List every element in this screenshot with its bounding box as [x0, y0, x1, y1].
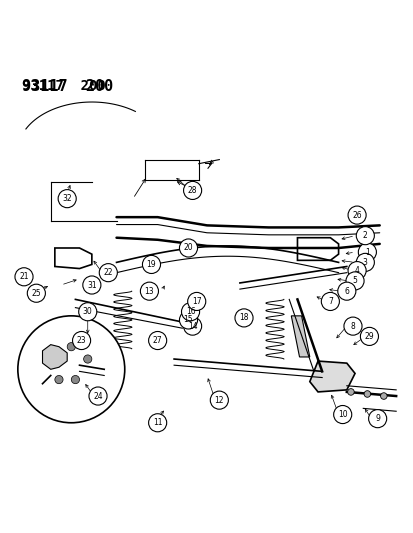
Circle shape	[179, 239, 197, 257]
Text: 2: 2	[362, 231, 367, 240]
Text: 15: 15	[183, 316, 193, 325]
Circle shape	[337, 282, 355, 300]
Text: 26: 26	[351, 211, 361, 220]
Text: 32: 32	[62, 194, 72, 203]
Text: 17: 17	[192, 297, 201, 306]
Circle shape	[181, 303, 199, 321]
Text: 16: 16	[185, 307, 195, 316]
Circle shape	[83, 355, 92, 363]
Circle shape	[347, 389, 354, 395]
Circle shape	[89, 387, 107, 405]
Text: 93117  200: 93117 200	[22, 79, 113, 94]
Text: 6: 6	[344, 287, 349, 296]
Text: 7: 7	[327, 297, 332, 306]
Polygon shape	[291, 316, 309, 357]
Text: 4: 4	[354, 266, 358, 275]
Circle shape	[18, 316, 124, 423]
Polygon shape	[309, 361, 354, 392]
Circle shape	[55, 375, 63, 384]
Circle shape	[343, 317, 361, 335]
Circle shape	[67, 343, 75, 351]
Text: 22: 22	[103, 268, 113, 277]
Circle shape	[356, 253, 373, 271]
Text: 1: 1	[364, 248, 369, 256]
Text: 10: 10	[337, 410, 347, 419]
Circle shape	[183, 317, 201, 335]
Text: 5: 5	[352, 277, 356, 285]
Text: 25: 25	[31, 289, 41, 298]
Circle shape	[359, 327, 377, 345]
Text: 24: 24	[93, 392, 102, 400]
Text: 29: 29	[364, 332, 373, 341]
Text: 93117  200: 93117 200	[22, 79, 105, 93]
Text: 20: 20	[183, 244, 193, 253]
Circle shape	[333, 406, 351, 424]
Text: 8: 8	[350, 321, 354, 330]
Text: 14: 14	[188, 321, 197, 330]
Circle shape	[71, 375, 79, 384]
Circle shape	[148, 332, 166, 350]
Circle shape	[358, 243, 375, 261]
Polygon shape	[43, 345, 67, 369]
Text: 9: 9	[374, 414, 379, 423]
Circle shape	[380, 393, 386, 399]
Circle shape	[183, 181, 201, 199]
Text: 13: 13	[144, 287, 154, 296]
Circle shape	[148, 414, 166, 432]
Text: 3: 3	[362, 258, 367, 267]
Circle shape	[347, 206, 365, 224]
Circle shape	[140, 282, 158, 300]
Text: 23: 23	[76, 336, 86, 345]
Text: 21: 21	[19, 272, 28, 281]
Text: 11: 11	[152, 418, 162, 427]
Text: 30: 30	[83, 307, 93, 316]
Circle shape	[83, 276, 101, 294]
Circle shape	[99, 264, 117, 282]
Circle shape	[179, 311, 197, 329]
Text: 19: 19	[146, 260, 156, 269]
Circle shape	[78, 303, 97, 321]
Circle shape	[368, 409, 386, 427]
Text: 31: 31	[87, 280, 97, 289]
Circle shape	[72, 332, 90, 350]
Text: 18: 18	[239, 313, 248, 322]
Circle shape	[187, 293, 205, 311]
Text: 12: 12	[214, 395, 223, 405]
Circle shape	[356, 227, 373, 245]
Circle shape	[58, 190, 76, 208]
Circle shape	[15, 268, 33, 286]
Text: 28: 28	[188, 186, 197, 195]
Circle shape	[235, 309, 252, 327]
Text: 27: 27	[152, 336, 162, 345]
Circle shape	[347, 262, 365, 280]
Circle shape	[142, 255, 160, 273]
Circle shape	[27, 284, 45, 302]
Circle shape	[210, 391, 228, 409]
Circle shape	[345, 272, 363, 290]
Circle shape	[320, 293, 339, 311]
Circle shape	[363, 391, 370, 397]
